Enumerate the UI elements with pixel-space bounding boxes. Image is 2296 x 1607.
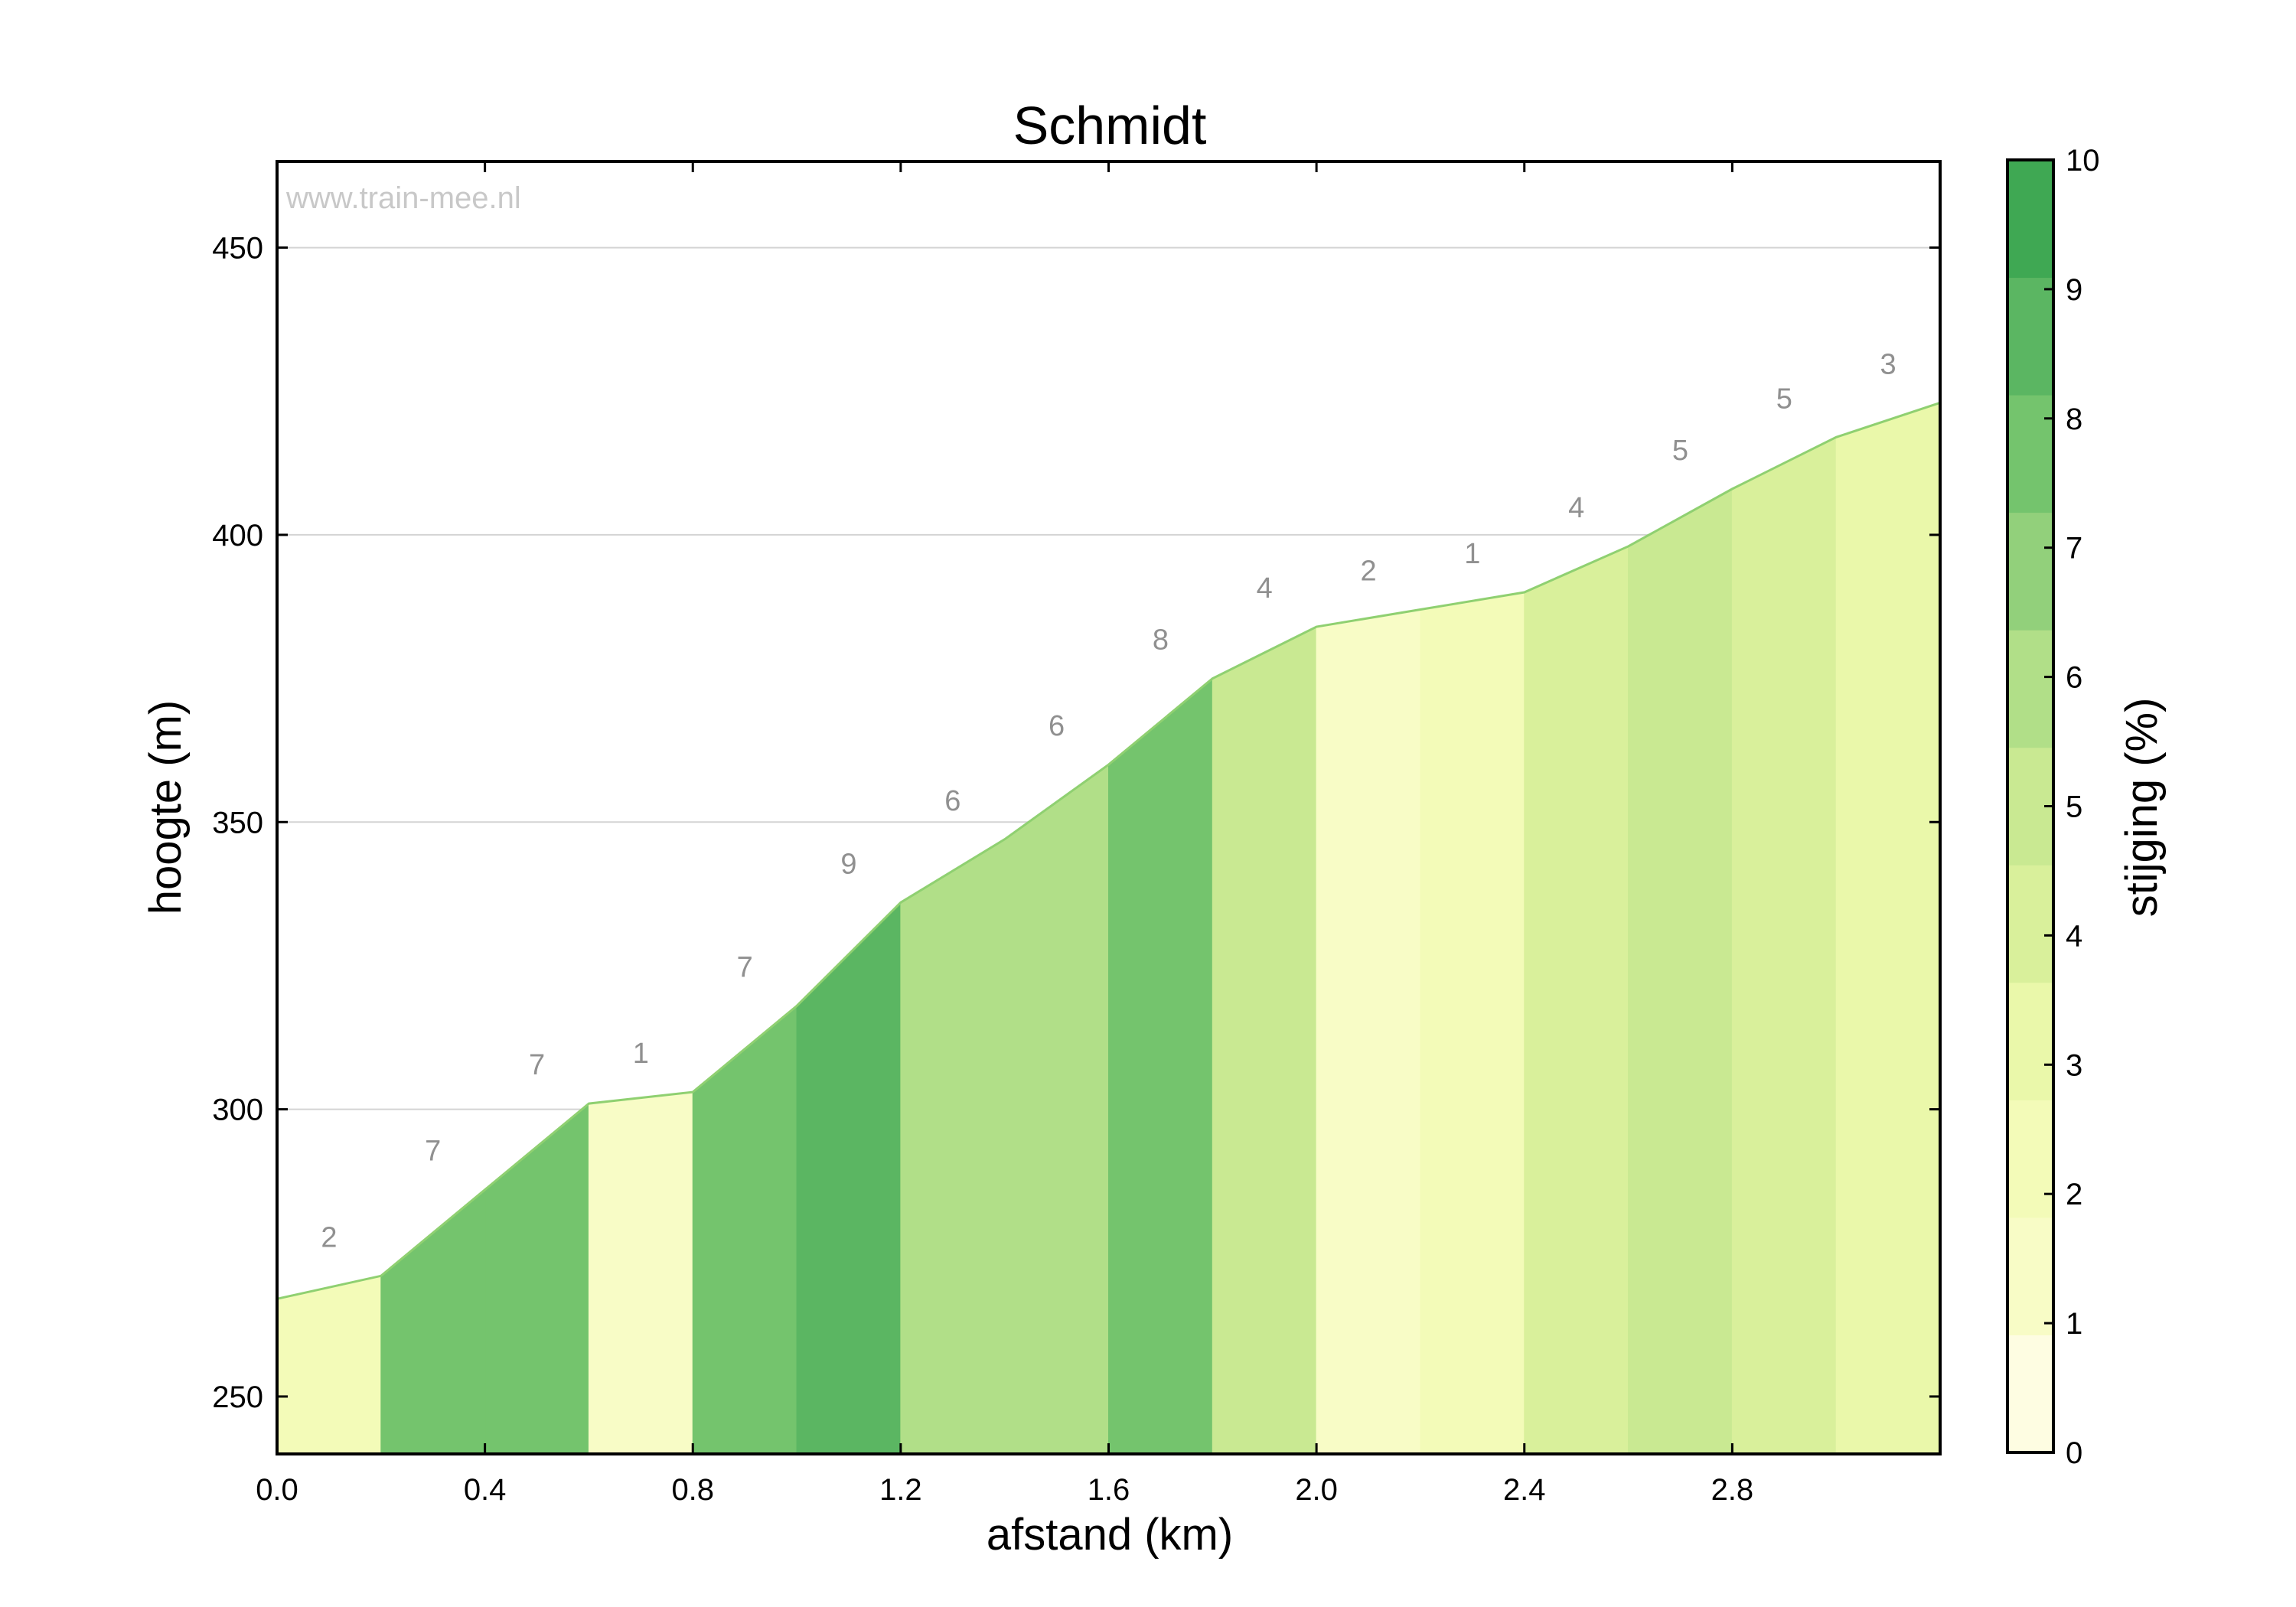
gradient-segment: [1212, 626, 1317, 1455]
gradient-segment: [1628, 488, 1733, 1455]
y-tick-label: 350: [212, 806, 263, 839]
gradient-segment: [1316, 608, 1421, 1455]
gradient-label: 7: [737, 951, 753, 983]
x-axis: 0.0 0.4 0.8 1.2 1.6 2.0 2.4 2.8: [256, 161, 1753, 1507]
watermark-text: www.train-mee.nl: [285, 181, 521, 215]
colorbar-tick-label: 9: [2066, 273, 2082, 307]
colorbar-tick-label: 1: [2066, 1307, 2082, 1341]
gradient-label: 7: [425, 1136, 441, 1168]
colorbar-tick-label: 8: [2066, 403, 2082, 436]
x-tick-label: 2.4: [1503, 1473, 1546, 1507]
gradient-label: 6: [944, 785, 960, 817]
colorbar-tick-label: 3: [2066, 1048, 2082, 1082]
colorbar-tick-label: 5: [2066, 790, 2082, 824]
gradient-label: 5: [1776, 383, 1792, 415]
gradient-label: 2: [321, 1221, 337, 1253]
y-axis-label: hoogte (m): [141, 700, 191, 914]
colorbar-tick-label: 7: [2066, 532, 2082, 566]
gradient-segment: [588, 1091, 693, 1455]
gradient-segment: [1731, 436, 1837, 1455]
colorbar: 0 1 2 3 4 5 6 7 8 9 10: [2006, 144, 2100, 1470]
gradient-label: 8: [1153, 624, 1169, 657]
y-axis: 250 300 350 400 450: [212, 232, 1940, 1414]
y-tick-label: 250: [212, 1380, 263, 1414]
y-tick-label: 450: [212, 232, 263, 266]
gradient-segment: [484, 1103, 589, 1455]
gradient-label: 4: [1257, 572, 1273, 605]
y-tick-label: 300: [212, 1094, 263, 1127]
elevation-line: [276, 401, 1941, 1300]
x-tick-label: 2.8: [1711, 1473, 1754, 1507]
gradient-label: 5: [1672, 435, 1688, 467]
gradient-segment: [900, 838, 1006, 1455]
gradient-segment: [380, 1188, 486, 1455]
colorbar-swatch: [2007, 395, 2053, 513]
colorbar-swatch: [2007, 1335, 2053, 1453]
gradient-segment: [796, 901, 902, 1455]
x-tick-label: 2.0: [1295, 1473, 1338, 1507]
colorbar-tick-label: 10: [2066, 144, 2100, 178]
gradient-segment: [1004, 764, 1109, 1455]
colorbar-swatch: [2007, 1100, 2053, 1218]
gradient-segment: [692, 1005, 797, 1455]
gradient-segment: [276, 1275, 382, 1455]
colorbar-tick-label: 2: [2066, 1178, 2082, 1211]
x-tick-label: 1.2: [879, 1473, 922, 1507]
colorbar-swatch: [2007, 865, 2053, 983]
colorbar-swatch: [2007, 512, 2053, 631]
colorbar-swatch: [2007, 160, 2053, 279]
x-tick-label: 0.4: [464, 1473, 507, 1507]
colorbar-swatch: [2007, 1217, 2053, 1335]
gradient-label: 3: [1880, 348, 1896, 380]
colorbar-swatch: [2007, 982, 2053, 1100]
gradient-label: 1: [633, 1038, 649, 1070]
colorbar-tick-label: 0: [2066, 1436, 2082, 1470]
gradient-segment: [1420, 592, 1525, 1455]
gradient-label: 6: [1049, 710, 1065, 742]
colorbar-tick-label: 4: [2066, 919, 2082, 953]
x-axis-label: afstand (km): [987, 1510, 1233, 1560]
gradient-labels: 2 7 7 1 7 9 6 6 8 4 2 1 4 5 5 3: [321, 348, 1896, 1253]
gradient-segment: [1108, 677, 1213, 1455]
colorbar-label: stijging (%): [2117, 698, 2167, 918]
gradient-label: 7: [529, 1049, 545, 1081]
colorbar-swatch: [2007, 277, 2053, 396]
gradient-segment: [1835, 402, 1941, 1455]
gradient-segments: [276, 402, 1941, 1455]
x-tick-label: 1.6: [1088, 1473, 1130, 1507]
gradient-segment: [1524, 546, 1629, 1455]
y-tick-label: 400: [212, 519, 263, 553]
gradient-label: 1: [1464, 538, 1480, 570]
gradient-label: 4: [1568, 492, 1584, 524]
x-tick-label: 0.8: [671, 1473, 714, 1507]
gradient-label: 9: [840, 848, 856, 880]
gradient-label: 2: [1360, 556, 1376, 588]
x-tick-label: 0.0: [256, 1473, 298, 1507]
colorbar-tick-label: 6: [2066, 661, 2082, 695]
colorbar-swatch: [2007, 630, 2053, 748]
chart-title: Schmidt: [1013, 96, 1207, 155]
